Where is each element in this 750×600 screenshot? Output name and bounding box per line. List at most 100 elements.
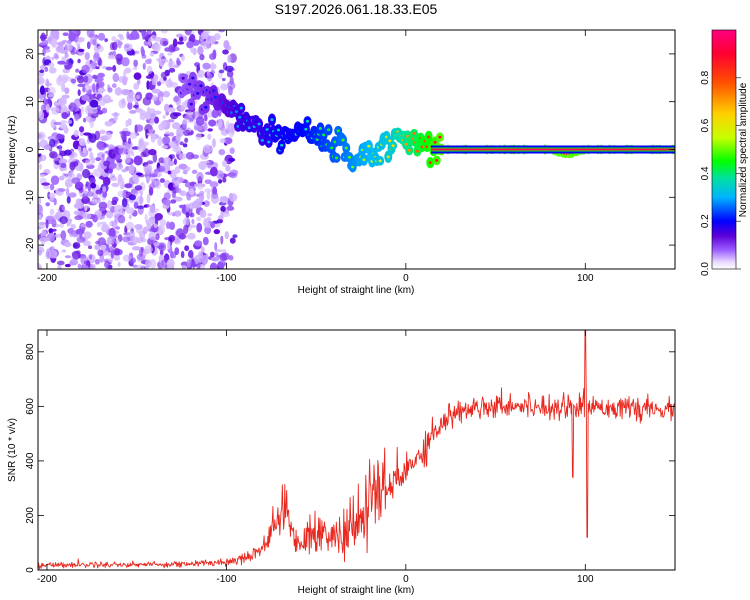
spectrogram-cell — [98, 176, 105, 180]
spectrogram-cell — [38, 226, 42, 230]
spectrogram-cell — [182, 143, 188, 148]
spectrogram-cell — [222, 248, 227, 253]
spectrogram-cell — [51, 245, 55, 251]
spectrogram-cell — [97, 88, 106, 93]
spectrogram-cell — [162, 114, 166, 119]
spectrogram-ytick-label: -10 — [25, 190, 36, 205]
spectrogram-cell — [133, 72, 142, 80]
spectrogram-cell — [122, 254, 132, 262]
spectrogram-cell — [104, 260, 111, 269]
spectrogram-cell — [149, 52, 155, 57]
spectrogram-cell — [136, 94, 140, 100]
spectrogram-cell — [232, 234, 238, 239]
spectrogram-cell — [167, 52, 173, 56]
colorbar-tick-label: 0.4 — [700, 166, 711, 180]
spectrogram-cell — [435, 158, 439, 162]
spectrogram-ytick-label: 0 — [25, 146, 36, 152]
spectrogram-cell — [77, 58, 81, 64]
spectrogram-cell — [168, 107, 176, 113]
spectrogram-cell — [147, 218, 155, 225]
spectrogram-cell — [160, 120, 168, 128]
spectrogram-cell — [173, 158, 177, 165]
spectrogram-cell — [77, 89, 81, 96]
spectrogram-cell — [127, 101, 133, 110]
spectrogram-cell — [47, 86, 56, 96]
spectrogram-cell — [122, 70, 127, 78]
spectrogram-cell — [179, 141, 184, 146]
spectrogram-cell — [59, 223, 65, 228]
spectrogram-cell — [230, 111, 234, 114]
spectrogram-cell — [187, 232, 196, 240]
spectrogram-cell — [38, 221, 46, 225]
spectrogram-cell — [194, 240, 203, 247]
spectrogram-cell — [202, 145, 212, 154]
spectrogram-cell — [144, 245, 153, 254]
spectrogram-cell — [178, 163, 188, 170]
spectrogram-cell — [65, 187, 70, 197]
spectrogram-cell — [218, 118, 223, 129]
spectrogram-cell — [77, 263, 82, 269]
spectrogram-cell — [104, 132, 112, 140]
spectrogram-cell — [38, 142, 41, 150]
spectrogram-cell — [49, 208, 55, 216]
spectrogram-cell — [341, 138, 345, 142]
spectrogram-cell — [200, 31, 209, 40]
spectrogram-cell — [68, 227, 75, 237]
spectrogram-cell — [84, 52, 90, 61]
spectrogram-cell — [72, 233, 79, 238]
spectrogram-cell — [74, 113, 80, 121]
spectrogram-cell — [57, 60, 66, 65]
spectrogram-cell — [56, 133, 65, 140]
spectrogram-cell — [171, 122, 181, 130]
spectrogram-cell — [53, 52, 59, 59]
spectrogram-cell — [207, 163, 213, 169]
spectrogram-cell — [142, 226, 148, 235]
colorbar-tick-label: 0.0 — [700, 262, 711, 276]
spectrogram-cell — [57, 188, 66, 192]
spectrogram-cell — [70, 50, 77, 55]
spectrogram-cell — [207, 72, 213, 82]
spectrogram-cell — [238, 115, 242, 119]
spectrogram-cell — [166, 258, 175, 269]
snr-xlabel: Height of straight line (km) — [298, 585, 415, 596]
spectrogram-cell — [197, 182, 204, 190]
spectrogram-cell — [212, 186, 218, 196]
spectrogram-cell — [199, 53, 205, 61]
spectrogram-cell — [63, 62, 73, 70]
spectrogram-cell — [218, 69, 225, 74]
spectrogram-cell — [121, 168, 128, 173]
spectrogram-cell — [391, 144, 395, 148]
spectrogram-cell — [227, 126, 233, 130]
snr-xtick-label: 100 — [577, 574, 594, 585]
spectrogram-cell — [64, 42, 73, 52]
spectrogram-cell — [189, 102, 193, 106]
spectrogram-cell — [87, 91, 92, 96]
spectrogram-cell — [193, 125, 203, 131]
spectrogram-cell — [159, 178, 166, 183]
spectrogram-cell — [60, 230, 67, 241]
spectrogram-xtick-label: -100 — [216, 273, 236, 284]
spectrogram-cell — [212, 138, 216, 148]
spectrogram-cell — [280, 143, 284, 147]
spectrogram-cell — [187, 250, 194, 259]
spectrogram-cell — [80, 105, 85, 114]
spectrogram-cell — [125, 221, 134, 231]
spectrogram-cell — [186, 259, 190, 268]
snr-ytick-label: 600 — [25, 398, 36, 415]
spectrogram-cell — [45, 219, 49, 229]
spectrogram-cell — [43, 144, 52, 151]
spectrogram-cell — [169, 112, 179, 120]
spectrogram-cell — [146, 30, 152, 36]
spectrogram-cell — [68, 31, 76, 42]
spectrogram-cell — [199, 190, 205, 196]
spectrogram-cell — [139, 112, 146, 121]
spectrogram-cell — [121, 57, 130, 67]
colorbar: 0.0 0.2 0.4 0.6 0.8 Normalized spectral ampl… — [700, 29, 749, 276]
colorbar-tick-label: 0.6 — [700, 118, 711, 132]
spectrogram-cell — [102, 176, 111, 186]
spectrogram-cell — [59, 216, 68, 225]
spectrogram-cell — [43, 184, 50, 190]
spectrogram-cell — [95, 157, 102, 162]
snr-ytick-label: 800 — [25, 343, 36, 360]
spectrogram-cell — [199, 209, 207, 219]
